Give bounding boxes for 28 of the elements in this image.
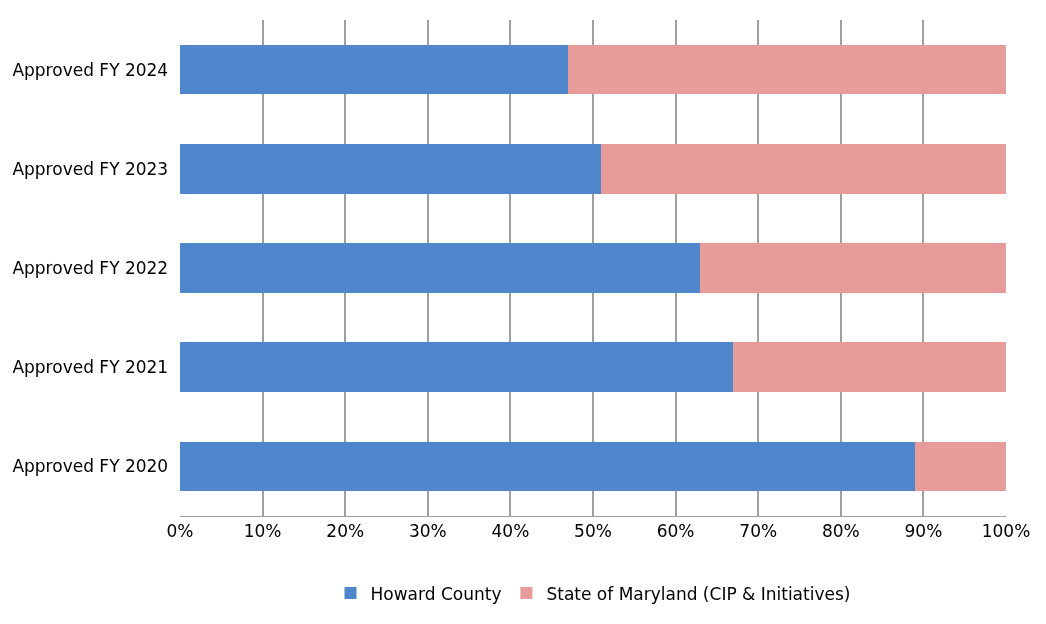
y-tick-label: Approved FY 2023: [12, 158, 179, 179]
y-tick-label: Approved FY 2024: [12, 59, 179, 80]
bar: [568, 44, 1006, 95]
bar: [700, 243, 1006, 293]
x-tick-label: 10%: [243, 521, 282, 542]
x-tick-label: 70%: [739, 521, 778, 542]
x-tick-label: 80%: [821, 521, 860, 542]
x-tick-label: 0%: [166, 521, 194, 542]
bar: [180, 441, 916, 492]
bar: [180, 342, 734, 392]
bar: [733, 342, 1006, 392]
bar: [180, 144, 602, 194]
x-tick-label: 30%: [408, 521, 447, 542]
x-tick-label: 90%: [904, 521, 943, 542]
x-tick-label: 60%: [656, 521, 695, 542]
x-tick-label: 100%: [981, 521, 1031, 542]
y-tick-label: Approved FY 2022: [12, 257, 179, 278]
x-tick-label: 20%: [326, 521, 365, 542]
y-tick-label: Approved FY 2020: [12, 456, 179, 477]
bar: [180, 243, 701, 293]
x-tick-label: 40%: [491, 521, 530, 542]
bar: [915, 441, 1006, 492]
x-tick-label: 50%: [574, 521, 612, 542]
legend-label: Howard County: [370, 583, 502, 604]
bar: [180, 44, 569, 95]
legend-label: State of Maryland (CIP & Initiatives): [546, 583, 851, 604]
bar: [601, 144, 1006, 194]
y-tick-label: Approved FY 2021: [12, 357, 179, 378]
